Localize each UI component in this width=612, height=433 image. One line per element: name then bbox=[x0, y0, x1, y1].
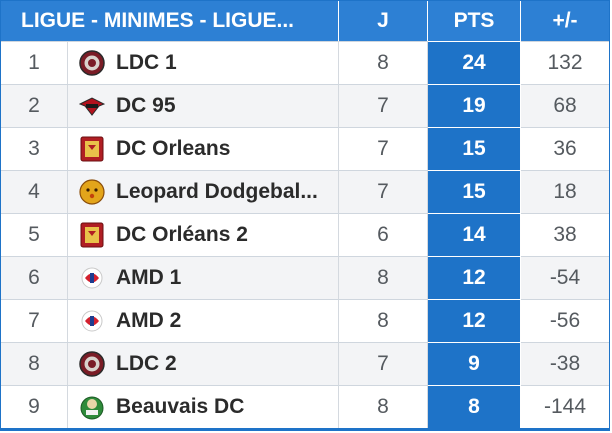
points-value: 8 bbox=[428, 385, 521, 428]
rank-value: 3 bbox=[1, 128, 68, 170]
team-cell: 7 AMD 2 bbox=[1, 299, 339, 342]
rank-value: 7 bbox=[1, 300, 68, 342]
team-cell: 4 Leopard Dodgebal... bbox=[1, 170, 339, 213]
points-value: 9 bbox=[428, 342, 521, 385]
played-value: 7 bbox=[339, 170, 428, 213]
played-value: 8 bbox=[339, 256, 428, 299]
team-cell: 8 LDC 2 bbox=[1, 342, 339, 385]
points-value: 12 bbox=[428, 299, 521, 342]
played-value: 7 bbox=[339, 127, 428, 170]
team-name-link[interactable]: LDC 1 bbox=[116, 51, 177, 74]
rank-value: 1 bbox=[1, 42, 68, 84]
amd-badge-icon bbox=[78, 307, 106, 335]
team-cell: 1 LDC 1 bbox=[1, 41, 339, 84]
standings-grid: LIGUE - MINIMES - LIGUE... J PTS +/- 1 L… bbox=[1, 1, 609, 428]
team-name-link[interactable]: Beauvais DC bbox=[116, 395, 245, 418]
dc95-bird-icon bbox=[78, 92, 106, 120]
team-cell: 2 DC 95 bbox=[1, 84, 339, 127]
rank-value: 4 bbox=[1, 171, 68, 213]
points-value: 15 bbox=[428, 127, 521, 170]
played-value: 8 bbox=[339, 385, 428, 428]
goal-diff-value: -38 bbox=[521, 342, 609, 385]
team-name-link[interactable]: Leopard Dodgebal... bbox=[116, 180, 318, 203]
played-value: 8 bbox=[339, 41, 428, 84]
rank-value: 2 bbox=[1, 85, 68, 127]
table-row[interactable]: 8 LDC 2 7 9 -38 bbox=[1, 342, 609, 385]
goal-diff-value: 38 bbox=[521, 213, 609, 256]
table-row[interactable]: 6 AMD 1 8 12 -54 bbox=[1, 256, 609, 299]
points-value: 12 bbox=[428, 256, 521, 299]
goal-diff-value: -54 bbox=[521, 256, 609, 299]
table-row[interactable]: 9 Beauvais DC 8 8 -144 bbox=[1, 385, 609, 428]
played-header[interactable]: J bbox=[339, 1, 428, 41]
amd-badge-icon bbox=[78, 264, 106, 292]
points-value: 15 bbox=[428, 170, 521, 213]
rank-value: 5 bbox=[1, 214, 68, 256]
table-row[interactable]: 2 DC 95 7 19 68 bbox=[1, 84, 609, 127]
team-name-link[interactable]: DC Orleans bbox=[116, 137, 231, 160]
table-row[interactable]: 4 Leopard Dodgebal... 7 15 18 bbox=[1, 170, 609, 213]
goal-diff-value: 36 bbox=[521, 127, 609, 170]
goal-diff-header[interactable]: +/- bbox=[521, 1, 609, 41]
orleans-shield-icon bbox=[78, 221, 106, 249]
team-cell: 9 Beauvais DC bbox=[1, 385, 339, 428]
goal-diff-value: 68 bbox=[521, 84, 609, 127]
ldc-crest-icon bbox=[78, 350, 106, 378]
points-header[interactable]: PTS bbox=[428, 1, 521, 41]
rank-value: 9 bbox=[1, 386, 68, 428]
header-row: LIGUE - MINIMES - LIGUE... J PTS +/- bbox=[1, 1, 609, 41]
played-value: 8 bbox=[339, 299, 428, 342]
rank-value: 6 bbox=[1, 257, 68, 299]
points-value: 19 bbox=[428, 84, 521, 127]
team-name-link[interactable]: DC Orléans 2 bbox=[116, 223, 248, 246]
orleans-shield-icon bbox=[78, 135, 106, 163]
leopard-head-icon bbox=[78, 178, 106, 206]
points-value: 14 bbox=[428, 213, 521, 256]
team-cell: 6 AMD 1 bbox=[1, 256, 339, 299]
table-row[interactable]: 3 DC Orleans 7 15 36 bbox=[1, 127, 609, 170]
team-name-link[interactable]: AMD 1 bbox=[116, 266, 182, 289]
played-value: 6 bbox=[339, 213, 428, 256]
played-value: 7 bbox=[339, 342, 428, 385]
team-cell: 5 DC Orléans 2 bbox=[1, 213, 339, 256]
rank-value: 8 bbox=[1, 343, 68, 385]
ldc-crest-icon bbox=[78, 49, 106, 77]
team-cell: 3 DC Orleans bbox=[1, 127, 339, 170]
table-row[interactable]: 7 AMD 2 8 12 -56 bbox=[1, 299, 609, 342]
goal-diff-value: -144 bbox=[521, 385, 609, 428]
table-row[interactable]: 1 LDC 1 8 24 132 bbox=[1, 41, 609, 84]
played-value: 7 bbox=[339, 84, 428, 127]
table-row[interactable]: 5 DC Orléans 2 6 14 38 bbox=[1, 213, 609, 256]
team-name-link[interactable]: LDC 2 bbox=[116, 352, 177, 375]
goal-diff-value: 18 bbox=[521, 170, 609, 213]
points-value: 24 bbox=[428, 41, 521, 84]
goal-diff-value: 132 bbox=[521, 41, 609, 84]
beauvais-crest-icon bbox=[78, 393, 106, 421]
goal-diff-value: -56 bbox=[521, 299, 609, 342]
team-name-link[interactable]: AMD 2 bbox=[116, 309, 182, 332]
team-name-link[interactable]: DC 95 bbox=[116, 94, 176, 117]
league-name-header[interactable]: LIGUE - MINIMES - LIGUE... bbox=[1, 1, 339, 41]
